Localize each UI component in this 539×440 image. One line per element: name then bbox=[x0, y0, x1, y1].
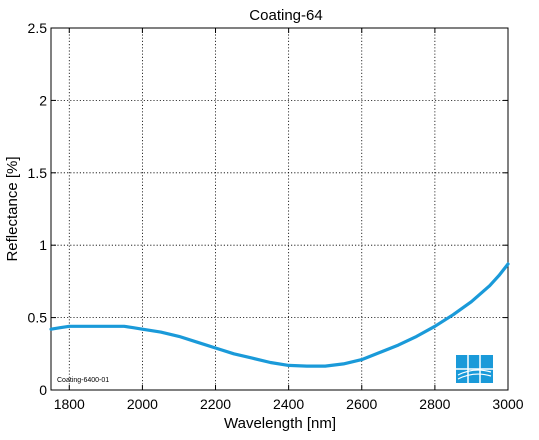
y-tick-label: 2 bbox=[39, 92, 47, 108]
x-tick-label: 2400 bbox=[273, 396, 304, 412]
x-tick-label: 1800 bbox=[54, 396, 85, 412]
x-tick-label: 2800 bbox=[419, 396, 450, 412]
axis-ticks bbox=[51, 27, 509, 391]
chart-title: Coating-64 bbox=[249, 7, 322, 24]
y-tick-label: 0 bbox=[39, 382, 47, 398]
x-tick-label: 2600 bbox=[346, 396, 377, 412]
company-logo-icon bbox=[456, 355, 493, 383]
grid bbox=[51, 28, 508, 390]
coating-code-annotation: Coating-6400-01 bbox=[57, 377, 109, 384]
x-tick-label: 2200 bbox=[200, 396, 231, 412]
x-axis-label: Wavelength [nm] bbox=[224, 415, 336, 432]
reflectance-series-line bbox=[49, 262, 510, 368]
y-tick-label: 2.5 bbox=[28, 20, 48, 36]
y-tick-label: 1.5 bbox=[28, 165, 48, 181]
plot-frame bbox=[50, 27, 509, 391]
y-tick-label: 1 bbox=[39, 237, 47, 253]
x-tick-label: 3000 bbox=[492, 396, 523, 412]
y-tick-label: 0.5 bbox=[28, 310, 48, 326]
x-tick-label: 2000 bbox=[127, 396, 158, 412]
x-tick-labels: 1800 2000 2200 2400 2600 2800 3000 bbox=[54, 396, 524, 412]
y-tick-labels: 0 0.5 1 1.5 2 2.5 bbox=[28, 20, 48, 398]
y-axis-label: Reflectance [%] bbox=[4, 156, 21, 261]
